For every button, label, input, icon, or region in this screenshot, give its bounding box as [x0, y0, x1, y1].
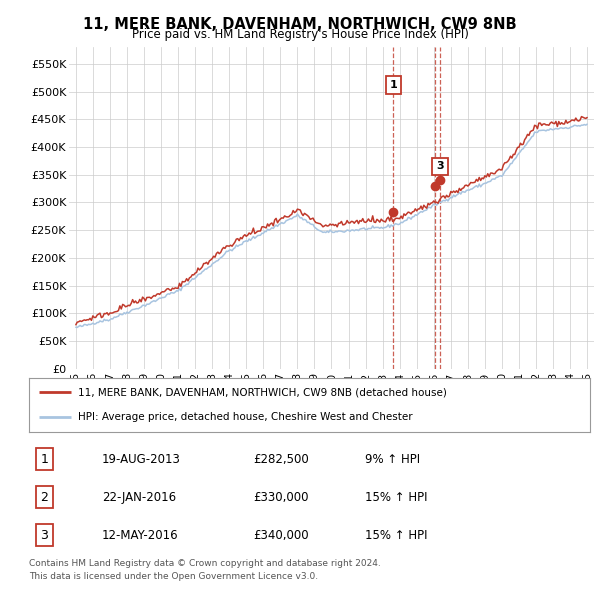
Text: 1: 1	[389, 80, 397, 90]
Text: Contains HM Land Registry data © Crown copyright and database right 2024.
This d: Contains HM Land Registry data © Crown c…	[29, 559, 380, 581]
Text: 2: 2	[41, 490, 49, 504]
Text: 12-MAY-2016: 12-MAY-2016	[102, 529, 178, 542]
Text: 11, MERE BANK, DAVENHAM, NORTHWICH, CW9 8NB: 11, MERE BANK, DAVENHAM, NORTHWICH, CW9 …	[83, 17, 517, 31]
Text: 3: 3	[436, 162, 444, 172]
Text: 15% ↑ HPI: 15% ↑ HPI	[365, 490, 428, 504]
Text: 11, MERE BANK, DAVENHAM, NORTHWICH, CW9 8NB (detached house): 11, MERE BANK, DAVENHAM, NORTHWICH, CW9 …	[78, 387, 447, 397]
Text: 3: 3	[41, 529, 49, 542]
Text: 1: 1	[41, 453, 49, 466]
Text: £282,500: £282,500	[253, 453, 309, 466]
Text: £330,000: £330,000	[253, 490, 309, 504]
Text: 15% ↑ HPI: 15% ↑ HPI	[365, 529, 428, 542]
Text: 22-JAN-2016: 22-JAN-2016	[102, 490, 176, 504]
Text: £340,000: £340,000	[253, 529, 309, 542]
Text: 19-AUG-2013: 19-AUG-2013	[102, 453, 181, 466]
Text: 9% ↑ HPI: 9% ↑ HPI	[365, 453, 421, 466]
Text: HPI: Average price, detached house, Cheshire West and Chester: HPI: Average price, detached house, Ches…	[78, 412, 413, 422]
Text: Price paid vs. HM Land Registry's House Price Index (HPI): Price paid vs. HM Land Registry's House …	[131, 28, 469, 41]
